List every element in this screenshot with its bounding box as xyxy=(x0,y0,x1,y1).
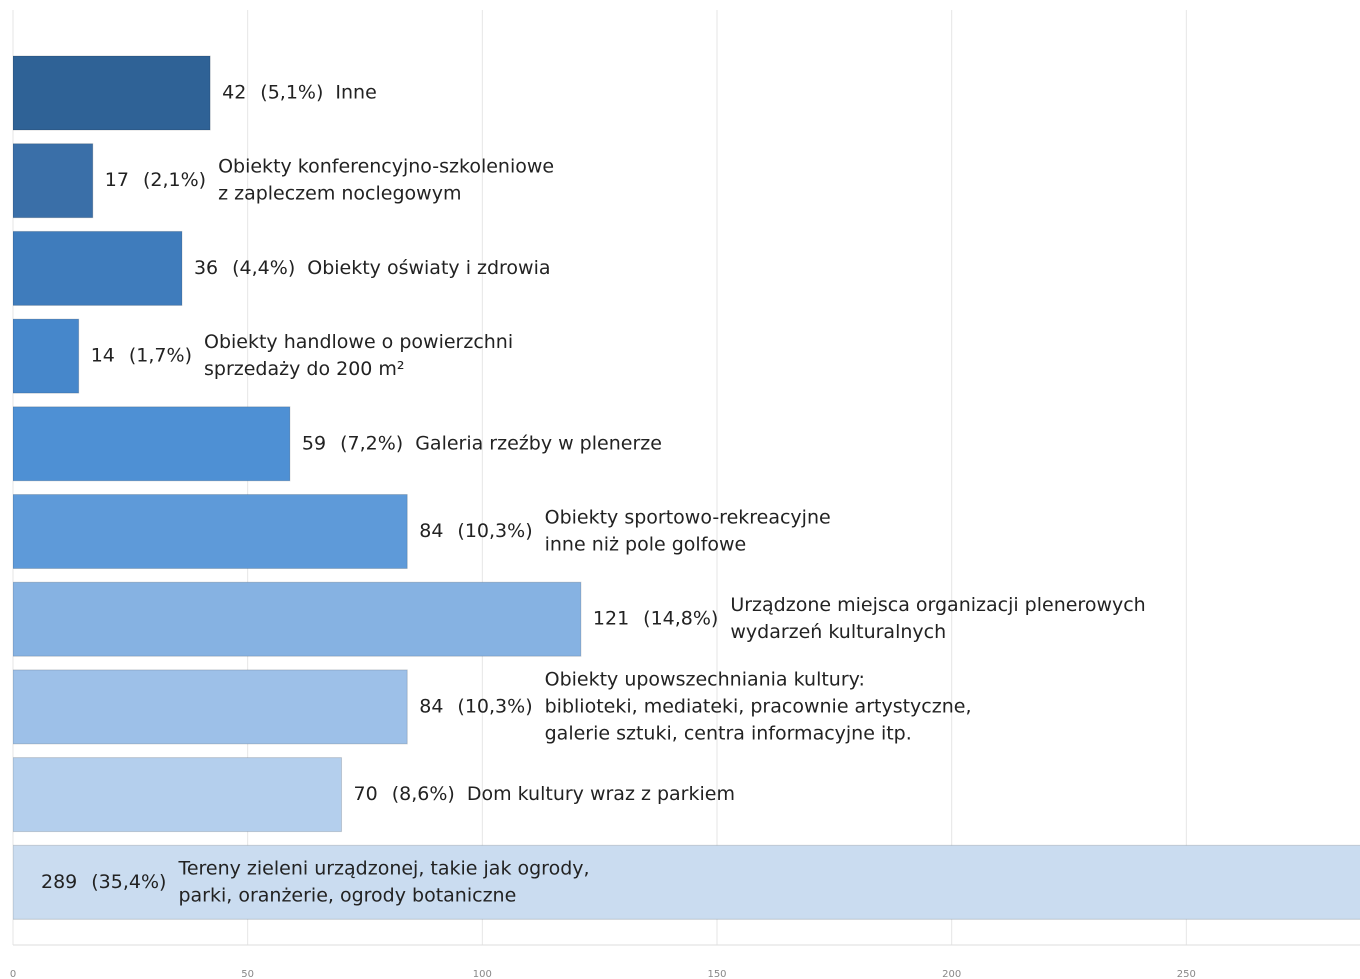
bar xyxy=(13,318,80,394)
value-label: 36 xyxy=(194,257,218,279)
share-label: (10,3%) xyxy=(457,520,532,542)
bar xyxy=(13,757,343,833)
category-label: Urządzone miejsca organizacji plenerowyc… xyxy=(730,594,1145,616)
value-label: 121 xyxy=(593,608,629,630)
category-label: sprzedaży do 200 m² xyxy=(204,358,405,380)
category-label: parki, oranżerie, ogrody botaniczne xyxy=(178,884,516,906)
bar xyxy=(13,406,291,482)
share-label: (5,1%) xyxy=(260,82,323,104)
share-label: (8,6%) xyxy=(392,783,455,805)
share-label: (4,4%) xyxy=(232,257,295,279)
category-label: Obiekty upowszechniania kultury: xyxy=(545,668,865,690)
share-label: (7,2%) xyxy=(340,432,403,454)
category-label: inne niż pole golfowe xyxy=(545,534,747,556)
category-label: Tereny zieleni urządzonej, takie jak ogr… xyxy=(177,857,589,879)
share-label: (1,7%) xyxy=(129,345,192,367)
share-label: (14,8%) xyxy=(643,608,718,630)
bar xyxy=(13,669,408,745)
value-label: 84 xyxy=(419,520,443,542)
bar xyxy=(13,581,582,657)
value-label: 17 xyxy=(105,169,129,191)
bars xyxy=(13,55,1360,920)
bar xyxy=(13,494,408,569)
category-label: z zapleczem noclegowym xyxy=(218,183,461,205)
category-label: galerie sztuki, centra informacyjne itp. xyxy=(545,722,912,744)
category-label: wydarzeń kulturalnych xyxy=(730,621,946,643)
x-tick-label: 150 xyxy=(707,969,726,979)
bar xyxy=(13,230,183,306)
share-label: (10,3%) xyxy=(457,695,532,717)
share-label: (35,4%) xyxy=(91,871,166,893)
value-label: 59 xyxy=(302,432,326,454)
x-tick-label: 100 xyxy=(473,969,492,979)
value-label: 289 xyxy=(41,871,77,893)
x-tick-label: 250 xyxy=(1177,969,1196,979)
bar xyxy=(13,143,94,219)
category-label: Dom kultury wraz z parkiem xyxy=(467,783,735,805)
category-label: Galeria rzeźby w plenerze xyxy=(415,432,662,454)
value-label: 42 xyxy=(222,82,246,104)
bar xyxy=(13,844,1360,920)
category-label: Inne xyxy=(335,82,376,104)
category-label: Obiekty konferencyjno-szkoleniowe xyxy=(218,156,554,178)
category-label: Obiekty oświaty i zdrowia xyxy=(307,257,550,279)
category-label: Obiekty handlowe o powierzchni xyxy=(204,331,513,353)
share-label: (2,1%) xyxy=(143,169,206,191)
bar xyxy=(13,55,211,131)
category-label: Obiekty sportowo-rekreacyjne xyxy=(545,507,831,529)
x-tick-label: 50 xyxy=(241,969,254,979)
value-label: 70 xyxy=(354,783,378,805)
category-label: biblioteki, mediateki, pracownie artysty… xyxy=(545,695,972,717)
value-label: 84 xyxy=(419,695,443,717)
x-tick-label: 0 xyxy=(10,969,16,979)
x-tick-label: 200 xyxy=(942,969,961,979)
value-label: 14 xyxy=(91,345,115,367)
